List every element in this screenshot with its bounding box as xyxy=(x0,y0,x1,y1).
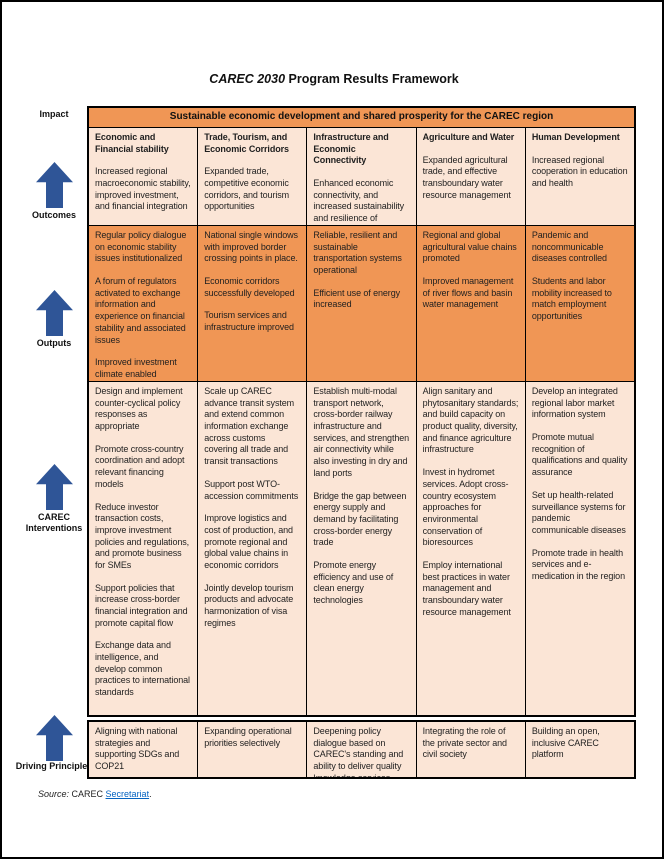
interventions-cell-agriculture-water: Align sanitary and phytosanitary standar… xyxy=(416,382,526,715)
cell-paragraph: Pandemic and noncommunicable diseases co… xyxy=(531,230,607,264)
cell-paragraph: Regional and global agricultural value c… xyxy=(422,230,517,264)
column-heading: Infrastructure and Economic Connectivity xyxy=(313,132,389,166)
cell-paragraph: Increased regional cooperation in educat… xyxy=(531,154,628,189)
outputs-cell-human-development: Pandemic and noncommunicable diseases co… xyxy=(525,226,635,382)
impact-banner: Sustainable economic development and sha… xyxy=(89,108,634,128)
cell-paragraph: Building an open, inclusive CAREC platfo… xyxy=(531,726,600,760)
cell-paragraph: Reduce investor transaction costs, impro… xyxy=(95,501,190,570)
outputs-row: Regular policy dialogue on economic stab… xyxy=(89,226,635,382)
title-emphasis: CAREC 2030 xyxy=(209,72,286,86)
outcomes-cell-economic-financial: Economic and Financial stability Increas… xyxy=(89,128,199,226)
interventions-cell-economic-financial: Design and implement counter-cyclical po… xyxy=(89,382,199,715)
cell-paragraph: Exchange data and intelligence, and deve… xyxy=(95,640,190,698)
secretariat-link[interactable]: Secretariat xyxy=(105,789,150,799)
principles-cell-national-strategies: Aligning with national strategies and su… xyxy=(89,722,199,777)
cell-paragraph: Students and labor mobility increased to… xyxy=(531,276,612,322)
outcomes-label: Outcomes xyxy=(31,210,76,220)
principles-table: Aligning with national strategies and su… xyxy=(87,720,636,779)
cell-paragraph: Bridge the gap between energy supply and… xyxy=(313,490,407,548)
cell-paragraph: Support policies that increase cross-bor… xyxy=(95,582,188,628)
interventions-up-arrow-icon xyxy=(36,464,73,510)
column-heading: Agriculture and Water xyxy=(422,132,515,142)
cell-paragraph: Invest in hydromet services. Adopt cross… xyxy=(422,467,509,548)
cell-paragraph: Align sanitary and phytosanitary standar… xyxy=(422,386,519,455)
impact-label: Impact xyxy=(39,109,69,119)
cell-paragraph: National single windows with improved bo… xyxy=(204,230,298,264)
outputs-label: Outputs xyxy=(36,338,72,348)
interventions-cell-infrastructure: Establish multi-modal transport network,… xyxy=(307,382,417,715)
cell-paragraph: Set up health-related surveillance syste… xyxy=(531,489,626,535)
interventions-cell-trade-tourism: Scale up CAREC advance transit system an… xyxy=(198,382,308,715)
cell-paragraph: Improve logistics and cost of production… xyxy=(204,513,293,570)
cell-paragraph: Jointly develop tourism products and adv… xyxy=(204,582,294,628)
cell-paragraph: Support post WTO-accession commitments xyxy=(204,478,299,501)
principles-row: Aligning with national strategies and su… xyxy=(89,722,635,777)
outcomes-cell-infrastructure: Infrastructure and Economic Connectivity… xyxy=(307,128,417,226)
principles-cell-policy-dialogue: Deepening policy dialogue based on CAREC… xyxy=(307,722,417,777)
cell-paragraph: Promote mutual recognition of qualificat… xyxy=(531,432,628,478)
cell-paragraph: A forum of regulators activated to excha… xyxy=(95,276,186,345)
principles-label: Driving Principles xyxy=(15,761,93,771)
cell-paragraph: Enhanced economic connectivity, and incr… xyxy=(313,178,405,225)
cell-paragraph: Improved management of river flows and b… xyxy=(422,276,514,310)
outputs-cell-economic-financial: Regular policy dialogue on economic stab… xyxy=(89,226,199,382)
interventions-label: CAREC Interventions xyxy=(25,512,83,533)
cell-paragraph: Increased regional macroeconomic stabili… xyxy=(95,166,191,212)
cell-paragraph: Establish multi-modal transport network,… xyxy=(313,386,410,478)
outcomes-cell-agriculture-water: Agriculture and Water Expanded agricultu… xyxy=(416,128,526,226)
principles-cell-open-platform: Building an open, inclusive CAREC platfo… xyxy=(525,722,635,777)
source-line: Source: CAREC Secretariat. xyxy=(38,789,152,799)
cell-paragraph: Promote trade in health services and e-m… xyxy=(531,547,625,581)
column-heading: Economic and Financial stability xyxy=(95,132,169,154)
column-heading: Trade, Tourism, and Economic Corridors xyxy=(204,132,289,154)
principles-up-arrow-icon xyxy=(36,715,73,761)
outcomes-cell-trade-tourism: Trade, Tourism, and Economic Corridors E… xyxy=(198,128,308,226)
cell-paragraph: Improved investment climate enabled xyxy=(95,357,177,379)
cell-paragraph: Expanding operational priorities selecti… xyxy=(204,726,292,748)
outputs-cell-agriculture-water: Regional and global agricultural value c… xyxy=(416,226,526,382)
source-prefix: Source: xyxy=(38,789,70,799)
outputs-cell-trade-tourism: National single windows with improved bo… xyxy=(198,226,308,382)
outcomes-cell-human-development: Human Development Increased regional coo… xyxy=(525,128,635,226)
cell-paragraph: Promote cross-country coordination and a… xyxy=(95,443,185,489)
cell-paragraph: Scale up CAREC advance transit system an… xyxy=(204,386,295,467)
cell-paragraph: Develop an integrated regional labor mar… xyxy=(531,386,618,420)
cell-paragraph: Integrating the role of the private sect… xyxy=(422,726,507,760)
page-title: CAREC 2030 Program Results Framework xyxy=(2,72,662,86)
outputs-up-arrow-icon xyxy=(36,290,73,336)
cell-paragraph: Deepening policy dialogue based on CAREC… xyxy=(313,726,404,777)
source-suffix: . xyxy=(149,789,152,799)
cell-paragraph: Tourism services and infrastructure impr… xyxy=(204,310,294,333)
cell-paragraph: Reliable, resilient and sustainable tran… xyxy=(313,230,402,276)
cell-paragraph: Design and implement counter-cyclical po… xyxy=(95,386,183,432)
cell-paragraph: Economic corridors successfully develope… xyxy=(204,276,295,298)
outputs-cell-infrastructure: Reliable, resilient and sustainable tran… xyxy=(307,226,417,382)
cell-paragraph: Aligning with national strategies and su… xyxy=(95,726,180,772)
interventions-cell-human-development: Develop an integrated regional labor mar… xyxy=(525,382,635,715)
cell-paragraph: Promote energy efficiency and use of cle… xyxy=(313,559,394,605)
outcomes-up-arrow-icon xyxy=(36,162,73,208)
interventions-row: Design and implement counter-cyclical po… xyxy=(89,382,635,715)
principles-cell-private-sector: Integrating the role of the private sect… xyxy=(416,722,526,777)
principles-cell-operational-priorities: Expanding operational priorities selecti… xyxy=(198,722,308,777)
source-middle: CAREC xyxy=(69,789,106,799)
results-table: Sustainable economic development and sha… xyxy=(87,106,636,717)
column-heading: Human Development xyxy=(531,132,620,142)
cell-paragraph: Expanded trade, competitive economic cor… xyxy=(204,166,290,212)
cell-paragraph: Regular policy dialogue on economic stab… xyxy=(95,230,187,264)
cell-paragraph: Employ international best practices in w… xyxy=(422,559,511,617)
cell-paragraph: Expanded agricultural trade, and effecti… xyxy=(422,154,511,200)
cell-paragraph: Efficient use of energy increased xyxy=(313,287,400,310)
outcomes-row: Economic and Financial stability Increas… xyxy=(89,128,635,226)
title-rest: Program Results Framework xyxy=(285,72,459,86)
